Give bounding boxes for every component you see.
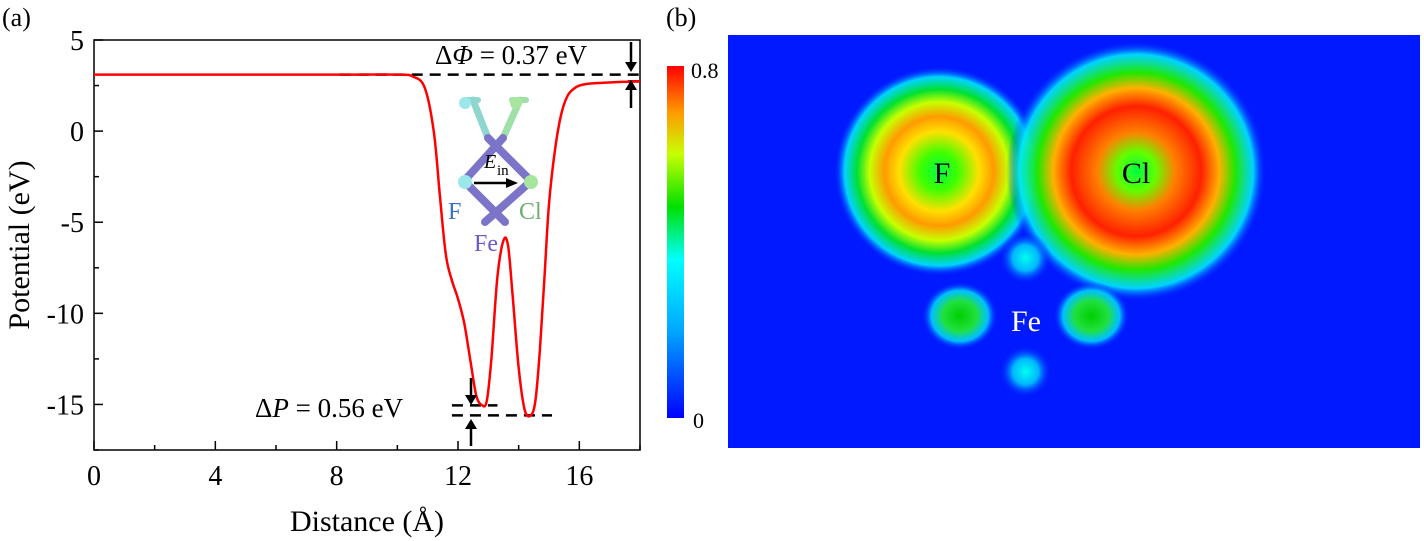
work-function-arrows	[625, 42, 637, 108]
y-tick-label: 0	[70, 117, 84, 148]
charge-density-heatmap: F Cl Fe	[728, 35, 1420, 448]
y-tick-label: -5	[61, 208, 84, 239]
heatmap-blob-fe-right	[1053, 281, 1130, 350]
panel-b-label: (b)	[666, 3, 696, 32]
potential-difference-arrows	[465, 378, 477, 446]
x-tick-label: 0	[87, 461, 101, 492]
heatmap-cl-label: Cl	[1122, 157, 1150, 190]
heatmap-blob-fe-top	[999, 232, 1052, 285]
heatmap-fe-label: Fe	[1011, 305, 1041, 338]
inset-f-label: F	[448, 199, 461, 225]
x-axis-label: Distance (Å)	[290, 505, 444, 538]
y-tick-label: -10	[47, 299, 84, 330]
panel-a-label: (a)	[2, 3, 31, 32]
heatmap-blob-f	[834, 66, 1045, 277]
heatmap-f-label: F	[934, 157, 951, 190]
cl-atom-icon	[524, 175, 538, 189]
x-tick-label: 4	[208, 461, 222, 492]
f-atom-icon	[458, 175, 472, 189]
cl-atom-top-icon	[510, 97, 522, 109]
heatmap-blob-fe-left	[921, 281, 998, 350]
colorbar-max-label: 0.8	[691, 58, 719, 83]
potential-difference-annotation: ΔP = 0.56 eV	[255, 393, 404, 423]
panel-a-axes	[93, 39, 641, 451]
x-tick-label: 16	[565, 461, 593, 492]
field-label: E	[483, 151, 496, 173]
y-axis-label: Potential (eV)	[3, 160, 36, 329]
field-arrow-icon	[506, 178, 518, 188]
plot-frame	[93, 39, 641, 451]
colorbar-min-label: 0	[693, 408, 704, 433]
work-function-annotation: ΔΦ = 0.37 eV	[435, 40, 588, 70]
y-tick-label: -15	[47, 390, 84, 421]
heatmap-blob-cl	[1006, 41, 1267, 302]
potential-curve	[94, 73, 640, 418]
field-subscript: in	[497, 163, 509, 179]
x-tick-label: 8	[330, 461, 344, 492]
inset-cl-label: Cl	[519, 199, 542, 225]
inset-fe-label: Fe	[474, 231, 498, 257]
y-tick-label: 5	[70, 26, 84, 57]
x-tick-label: 12	[444, 461, 472, 492]
f-atom-top-icon	[459, 97, 471, 109]
panel-a-ticks: 0 4 8 12 16 5 0 -5 -10 -15	[47, 26, 641, 492]
structure-inset: E in F Cl Fe	[448, 96, 542, 257]
heatmap-blob-fe-bottom	[999, 345, 1052, 398]
colorbar	[667, 66, 684, 418]
